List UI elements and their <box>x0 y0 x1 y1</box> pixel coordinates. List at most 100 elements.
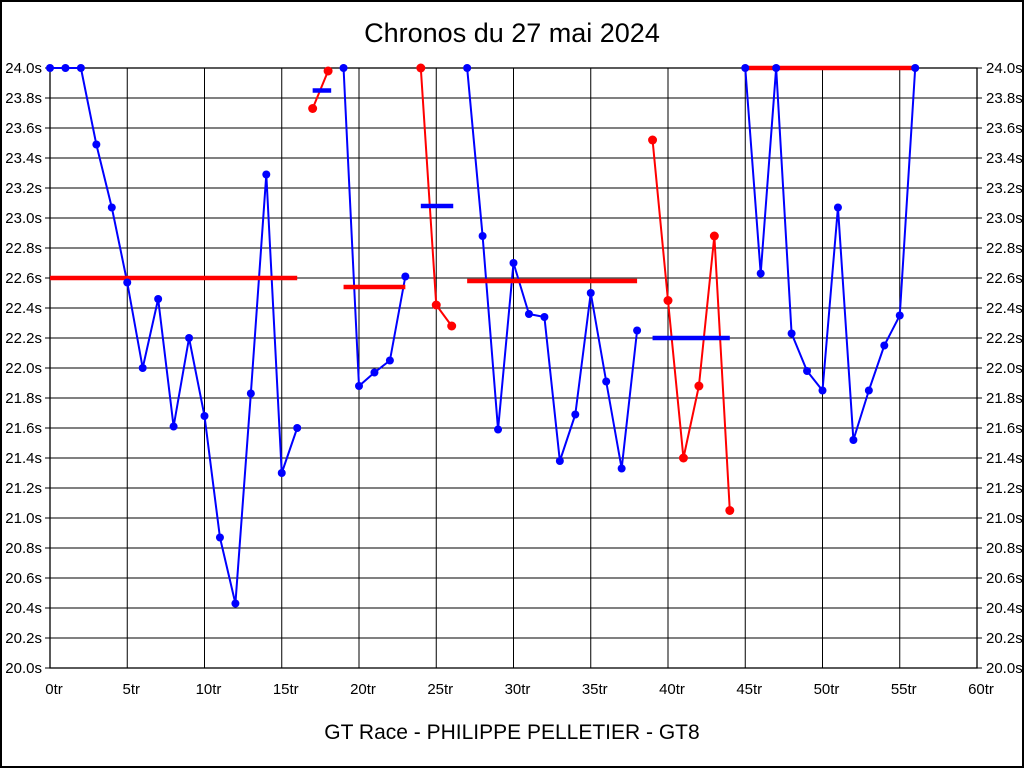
y-axis-label-right: 24.0s <box>986 60 1023 77</box>
marker-chronos-bleu <box>200 412 209 420</box>
marker-chronos-bleu <box>185 334 194 342</box>
marker-chronos-bleu <box>339 64 348 72</box>
y-axis-label-right: 23.4s <box>986 150 1023 167</box>
marker-chronos-bleu <box>107 203 116 212</box>
marker-chronos-bleu <box>370 368 379 377</box>
y-axis-label-left: 22.6s <box>5 270 42 287</box>
y-axis-label-left: 23.4s <box>5 150 42 167</box>
y-axis-label-right: 21.4s <box>986 450 1023 467</box>
y-axis-label-left: 24.0s <box>5 60 42 77</box>
y-axis-label-right: 20.2s <box>986 630 1023 647</box>
x-axis-label: 60tr <box>968 681 994 698</box>
marker-chronos-bleu <box>61 64 70 72</box>
y-axis-label-left: 23.6s <box>5 120 42 137</box>
x-axis-label: 10tr <box>196 681 222 698</box>
y-axis-label-right: 20.4s <box>986 600 1023 617</box>
marker-chronos-bleu <box>169 422 178 431</box>
marker-chronos-rouge <box>323 66 333 76</box>
y-axis-label-right: 21.2s <box>986 480 1023 497</box>
marker-chronos-bleu <box>293 424 302 432</box>
marker-chronos-bleu <box>586 289 595 297</box>
marker-chronos-bleu <box>617 464 626 473</box>
y-axis-label-left: 22.8s <box>5 240 42 257</box>
marker-chronos-bleu <box>262 170 271 179</box>
marker-chronos-bleu <box>849 436 858 444</box>
marker-chronos-bleu <box>571 410 580 419</box>
marker-chronos-bleu <box>524 310 533 318</box>
marker-chronos-bleu <box>633 326 642 335</box>
chart-title: Chronos du 27 mai 2024 <box>364 18 660 48</box>
marker-chronos-bleu <box>92 140 101 149</box>
y-axis-label-left: 22.0s <box>5 360 42 377</box>
marker-chronos-rouge <box>678 453 688 463</box>
marker-chronos-bleu <box>138 364 147 372</box>
marker-chronos-bleu <box>509 259 518 267</box>
y-axis-label-left: 22.4s <box>5 300 42 317</box>
marker-chronos-bleu <box>818 386 827 395</box>
y-axis-label-left: 20.0s <box>5 660 42 677</box>
y-axis-label-right: 20.6s <box>986 570 1023 587</box>
marker-chronos-rouge <box>416 63 426 73</box>
marker-chronos-bleu <box>911 64 920 72</box>
x-axis-label: 35tr <box>582 681 608 698</box>
plot-frame <box>49 67 978 669</box>
x-axis-label: 40tr <box>659 681 685 698</box>
marker-chronos-rouge <box>447 321 457 331</box>
y-axis-label-right: 20.8s <box>986 540 1023 557</box>
marker-chronos-bleu <box>787 329 796 338</box>
y-axis-label-left: 23.2s <box>5 180 42 197</box>
marker-chronos-bleu <box>463 64 472 72</box>
x-axis-label: 30tr <box>505 681 531 698</box>
y-axis-label-left: 21.6s <box>5 420 42 437</box>
y-axis-label-right: 22.2s <box>986 330 1023 347</box>
y-axis-label-left: 21.8s <box>5 390 42 407</box>
y-axis-label-left: 20.2s <box>5 630 42 647</box>
series-line-chronos-bleu <box>50 67 299 605</box>
y-axis-label-left: 21.0s <box>5 510 42 527</box>
y-axis-label-right: 23.6s <box>986 120 1023 137</box>
marker-chronos-bleu <box>803 367 812 375</box>
marker-chronos-bleu <box>123 278 132 287</box>
marker-chronos-bleu <box>880 341 889 350</box>
x-axis-label: 0tr <box>45 681 63 698</box>
y-axis-label-right: 20.0s <box>986 660 1023 677</box>
marker-chronos-bleu <box>154 295 163 303</box>
marker-chronos-bleu <box>246 389 255 398</box>
y-axis-label-left: 20.6s <box>5 570 42 587</box>
x-axis-label: 25tr <box>427 681 453 698</box>
marker-chronos-bleu <box>756 269 765 278</box>
marker-chronos-bleu <box>46 64 54 72</box>
marker-chronos-rouge <box>431 300 441 310</box>
x-axis-label: 45tr <box>736 681 762 698</box>
marker-chronos-bleu <box>540 313 549 321</box>
marker-chronos-rouge <box>648 135 658 145</box>
series-line-chronos-bleu <box>744 67 917 441</box>
y-axis-label-right: 22.0s <box>986 360 1023 377</box>
marker-chronos-bleu <box>602 377 611 386</box>
x-axis-label: 20tr <box>350 681 376 698</box>
x-axis-label: 15tr <box>273 681 299 698</box>
y-axis-label-right: 23.0s <box>986 210 1023 227</box>
y-axis-label-right: 23.8s <box>986 90 1023 107</box>
marker-chronos-bleu <box>401 272 410 281</box>
marker-chronos-bleu <box>772 64 781 72</box>
y-axis-label-left: 23.0s <box>5 210 42 227</box>
marker-chronos-bleu <box>76 64 85 72</box>
marker-chronos-bleu <box>494 425 503 434</box>
marker-chronos-bleu <box>355 382 363 390</box>
y-axis-label-left: 21.4s <box>5 450 42 467</box>
marker-chronos-rouge <box>725 506 735 515</box>
y-axis-label-left: 22.2s <box>5 330 42 347</box>
marker-chronos-rouge <box>694 381 704 391</box>
y-axis-label-right: 22.6s <box>986 270 1023 287</box>
marker-chronos-bleu <box>741 64 750 72</box>
y-axis-label-right: 22.4s <box>986 300 1023 317</box>
marker-chronos-bleu <box>231 599 240 608</box>
series-line-chronos-bleu <box>466 67 639 470</box>
y-axis-label-left: 20.4s <box>5 600 42 617</box>
series-line-chronos-rouge <box>651 139 731 511</box>
x-axis-label: 5tr <box>122 681 140 698</box>
marker-chronos-rouge <box>709 231 719 241</box>
